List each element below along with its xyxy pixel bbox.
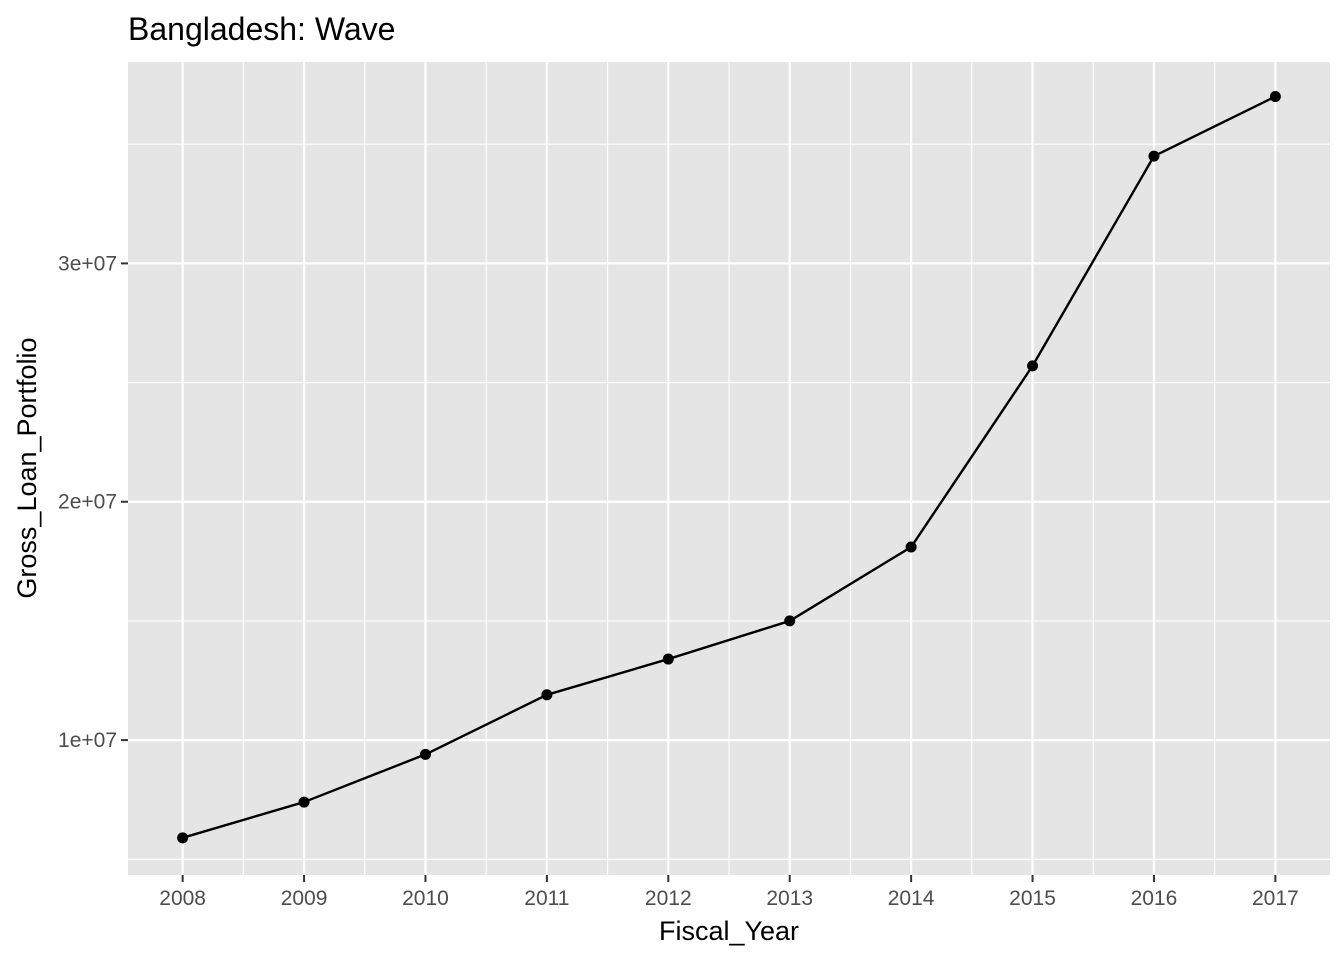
x-axis-title: Fiscal_Year <box>659 916 799 946</box>
data-point <box>298 796 310 808</box>
series-line <box>182 95 1276 839</box>
x-tick-label: 2013 <box>766 887 813 910</box>
data-point <box>1269 91 1281 103</box>
data-point <box>662 653 674 665</box>
y-axis-title: Gross_Loan_Portfolio <box>12 337 42 598</box>
x-tick-label: 2015 <box>1009 887 1056 910</box>
x-tick-label: 2008 <box>159 887 206 910</box>
data-point <box>905 541 917 553</box>
y-tick-label: 2e+07 <box>58 491 117 514</box>
data-point <box>1148 150 1160 162</box>
major-gridlines <box>128 62 1330 875</box>
x-tick-label: 2011 <box>524 887 569 910</box>
x-axis: 2008 2009 2010 2011 2012 2013 2014 2015 2016 2017 <box>159 875 1299 910</box>
x-tick-label: 2017 <box>1252 887 1299 910</box>
x-tick-label: 2016 <box>1131 887 1178 910</box>
x-tick-label: 2010 <box>402 887 449 910</box>
data-point <box>419 748 431 760</box>
y-tick-label: 3e+07 <box>58 252 117 275</box>
y-tick-label: 1e+07 <box>58 729 117 752</box>
x-tick-label: 2012 <box>645 887 692 910</box>
x-tick-label: 2009 <box>281 887 328 910</box>
data-point <box>1027 360 1039 372</box>
y-axis: 1e+07 2e+07 3e+07 <box>58 252 128 752</box>
data-point <box>541 689 553 701</box>
chart-title: Bangladesh: Wave <box>128 11 395 47</box>
data-point <box>784 615 796 627</box>
x-tick-label: 2014 <box>888 887 935 910</box>
minor-gridlines <box>128 62 1330 875</box>
data-series <box>177 91 1281 844</box>
data-point <box>177 832 189 844</box>
